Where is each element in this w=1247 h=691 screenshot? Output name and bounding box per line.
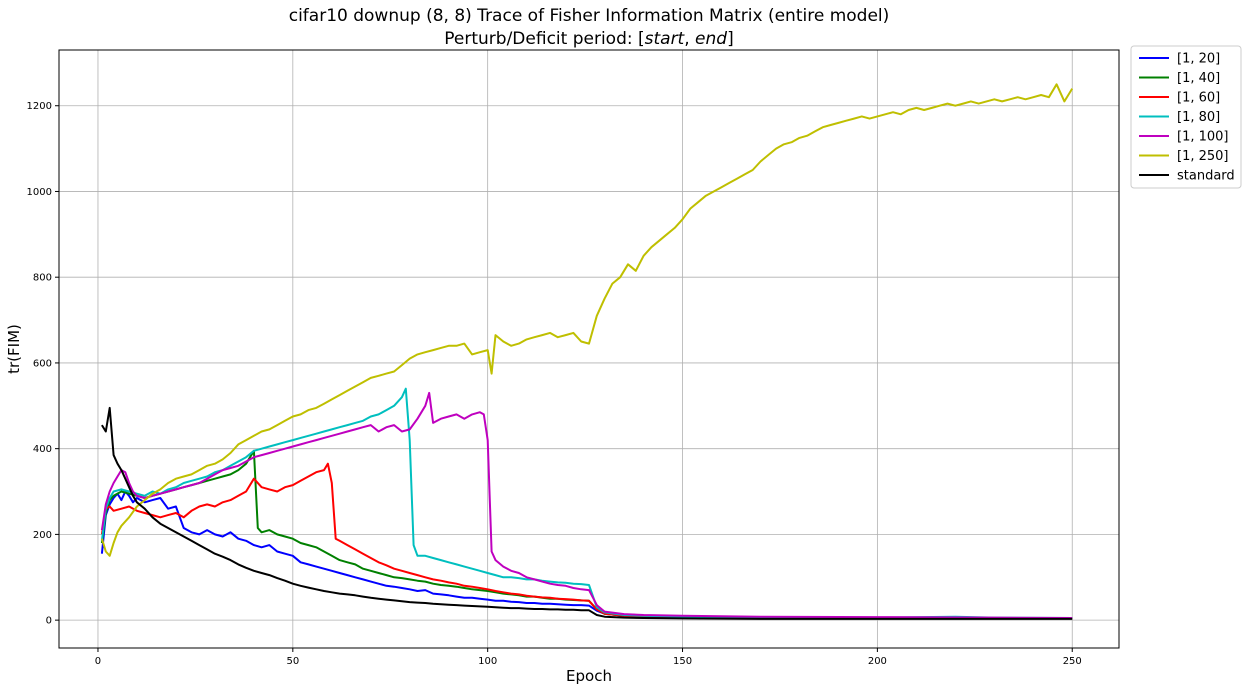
subtitle-prefix: Perturb/Deficit period: [ [444,29,644,49]
legend-label: [1, 100] [1177,130,1229,145]
y-tick-label: 600 [33,358,52,369]
legend-frame [1130,45,1242,189]
series-line [100,490,1073,620]
y-tick-label: 1000 [27,187,52,198]
series-line [100,83,1074,557]
y-axis-label: tr(FIM) [5,324,23,374]
x-tick-label: 50 [286,656,299,667]
legend-label: [1, 40] [1177,71,1220,86]
x-tick-label: 200 [868,656,887,667]
subtitle-start: start [645,29,686,49]
y-tick-label: 0 [46,616,52,627]
x-tick-label: 150 [673,656,692,667]
series-line [100,391,1073,619]
y-tick-label: 800 [33,273,52,284]
y-tick-label: 1200 [27,101,52,112]
legend-label: [1, 20] [1177,52,1220,67]
plot-frame [58,49,1120,649]
y-tick-label: 400 [33,444,52,455]
legend: [1, 20] [1, 40] [1, 60] [1, 80] [1, 100] [1, … [1130,45,1242,189]
legend-label: [1, 80] [1177,110,1220,125]
chart-title: cifar10 downup (8, 8) Trace of Fisher In… [289,6,890,26]
series-line [100,387,1073,619]
series-line [100,462,1073,620]
legend-label: [1, 250] [1177,149,1229,164]
x-axis-label: Epoch [566,667,612,685]
legend-label: standard [1177,169,1235,184]
subtitle-sep: , [684,29,695,49]
series-group [100,83,1074,620]
y-tick-label: 200 [33,530,52,541]
x-tick-label: 100 [478,656,497,667]
subtitle-end: end [695,29,727,49]
y-axis: 0 200 400 600 800 1000 1200 [27,101,59,627]
chart-subtitle: Perturb/Deficit period: [start, end] [444,29,733,49]
grid [59,50,1119,648]
legend-label: [1, 60] [1177,91,1220,106]
series-line [101,406,1073,620]
x-tick-label: 0 [95,656,101,667]
subtitle-suffix: ] [727,29,734,49]
x-axis: 0 50 100 150 200 250 [95,648,1082,667]
x-tick-label: 250 [1063,656,1082,667]
